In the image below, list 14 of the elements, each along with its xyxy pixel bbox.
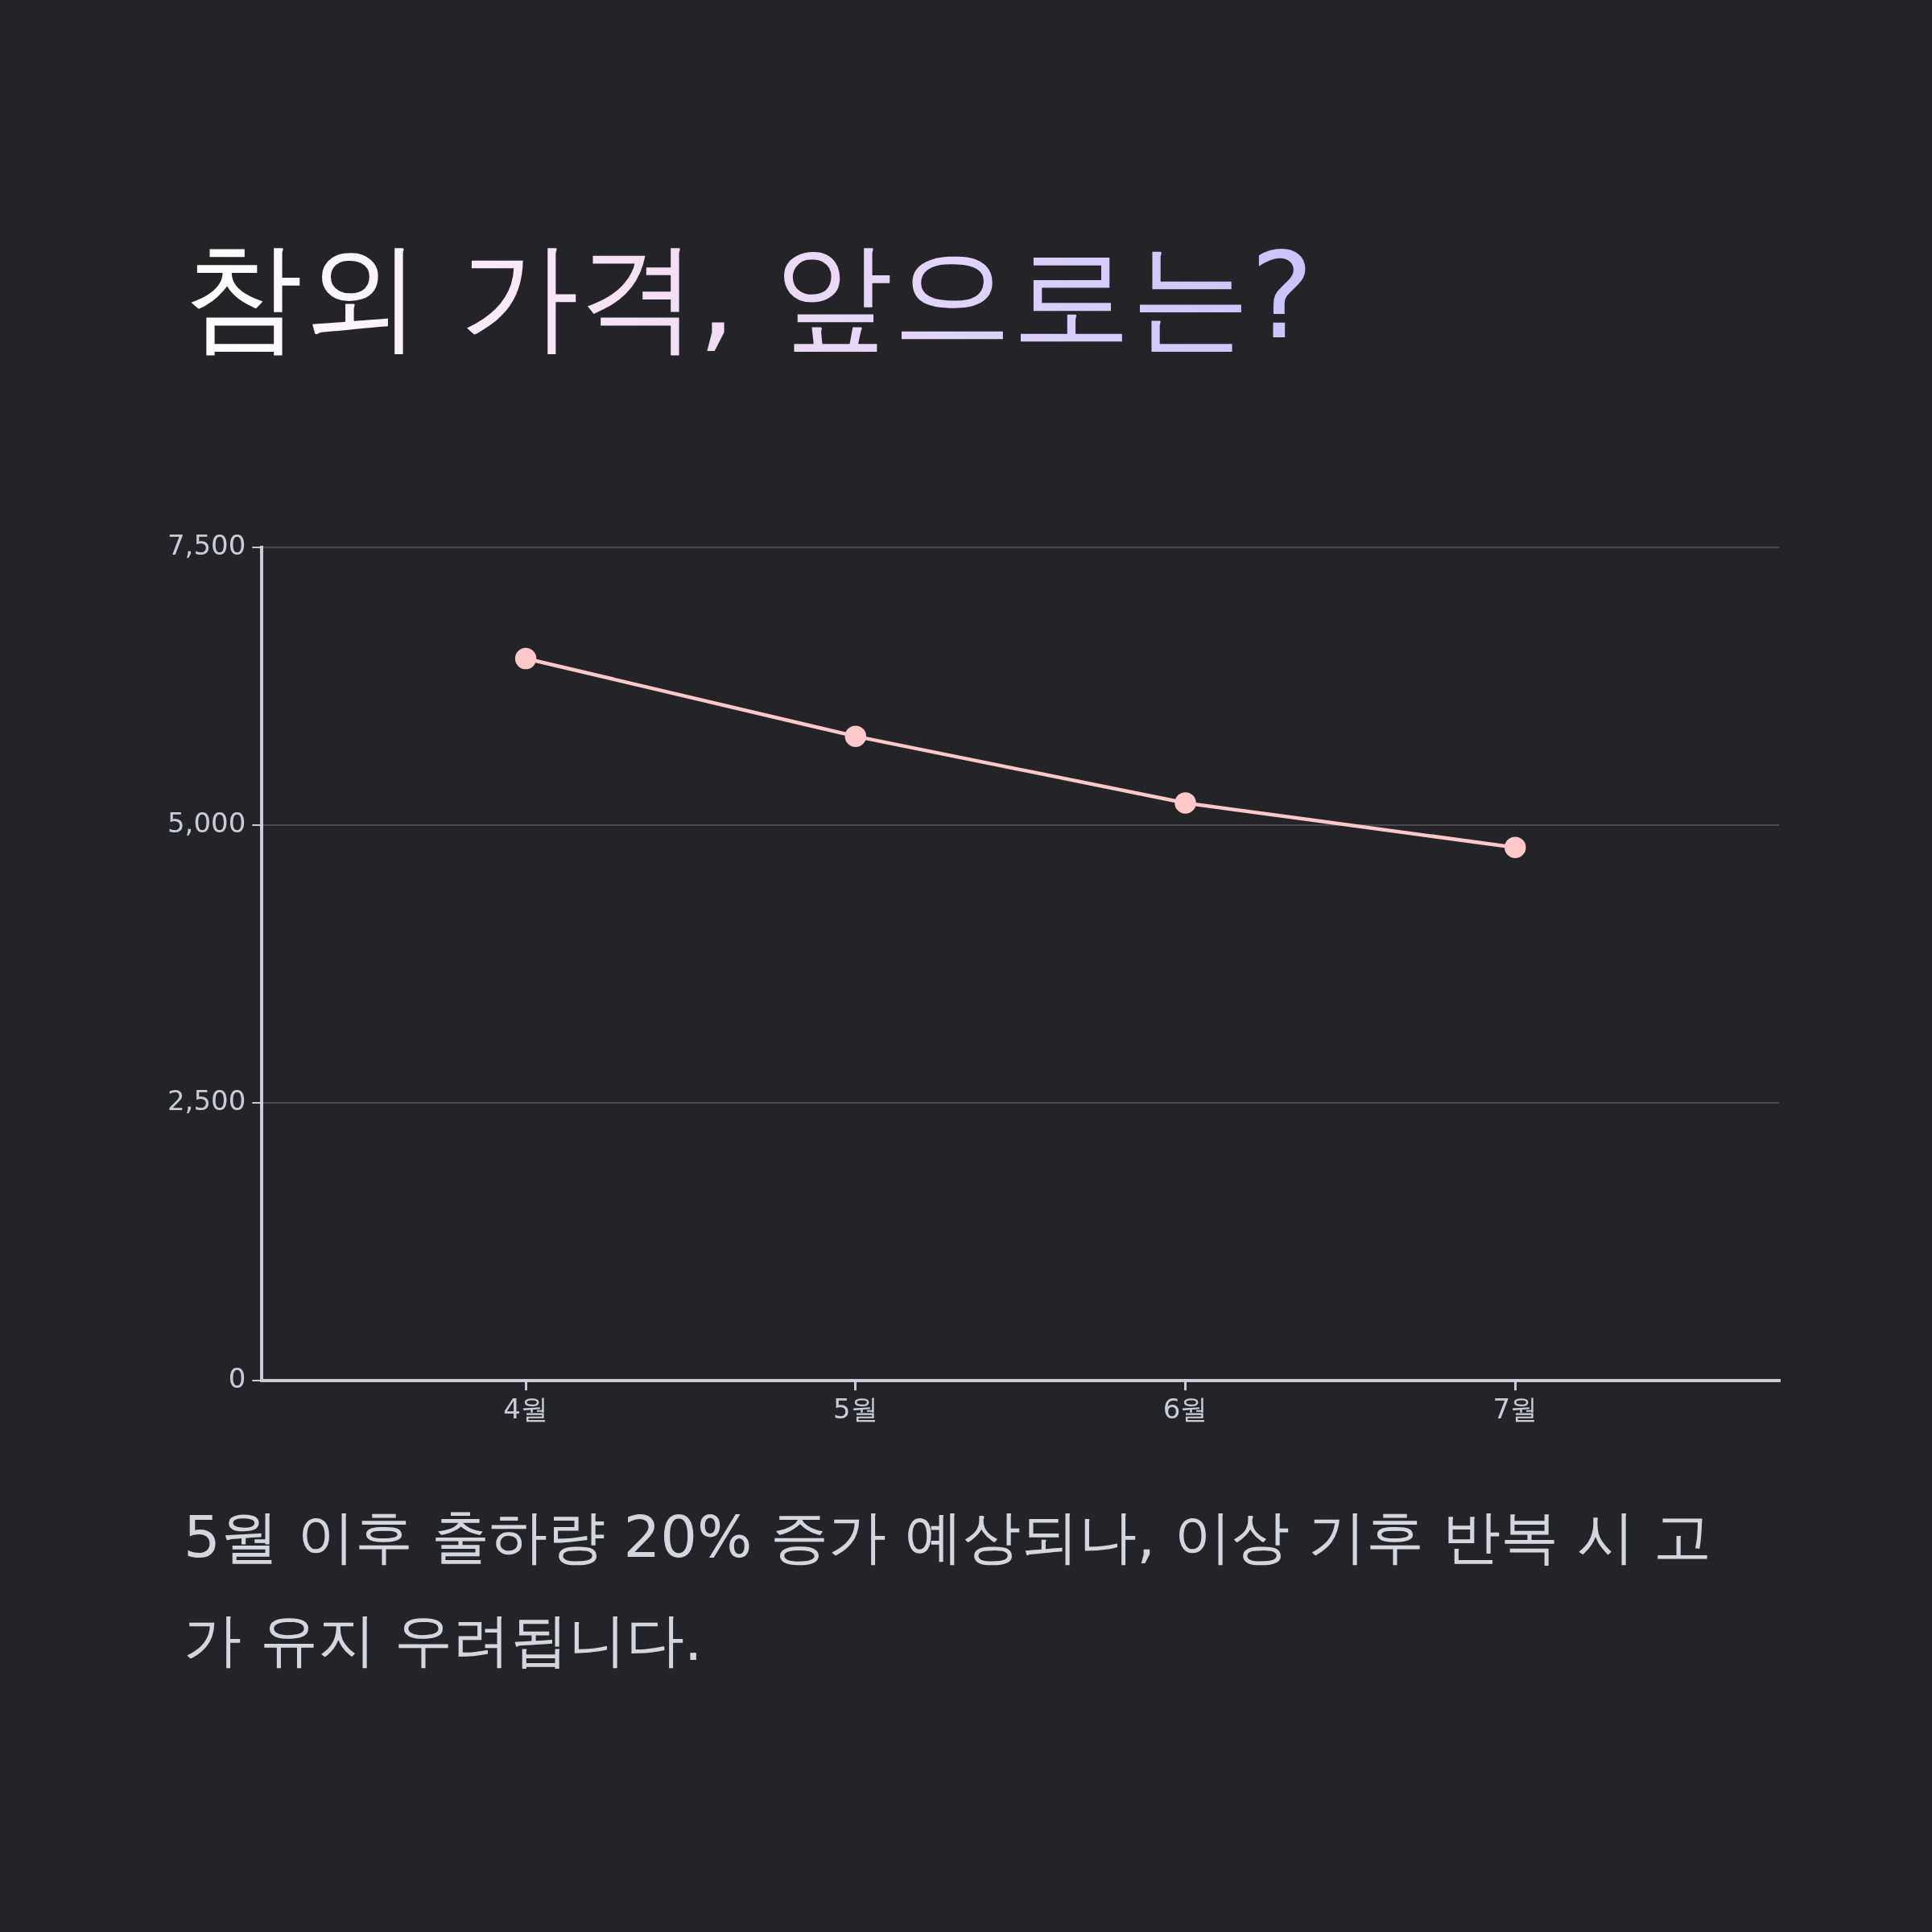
y-tick-label: 0 — [228, 1362, 246, 1395]
point — [844, 725, 867, 747]
x-tick-label: 5월 — [832, 1393, 878, 1426]
x-tick-label: 6월 — [1162, 1393, 1208, 1426]
point — [1504, 836, 1526, 858]
chart-title: 참외 가격, 앞으로는? — [184, 225, 1314, 369]
y-tick-label: 5,000 — [167, 806, 246, 839]
text: 5월 이후 출하량 20% 증가 예상되나, 이상 기후 반복 시 고가 유지 우려됩니다. — [184, 1502, 1712, 1675]
x-tick-label: 4월 — [503, 1393, 548, 1426]
y-tick-label: 2,500 — [167, 1084, 246, 1117]
point — [1174, 792, 1196, 814]
y-tick-label: 7,500 — [167, 528, 246, 561]
point — [514, 647, 537, 670]
x-tick-label: 7월 — [1492, 1393, 1538, 1426]
